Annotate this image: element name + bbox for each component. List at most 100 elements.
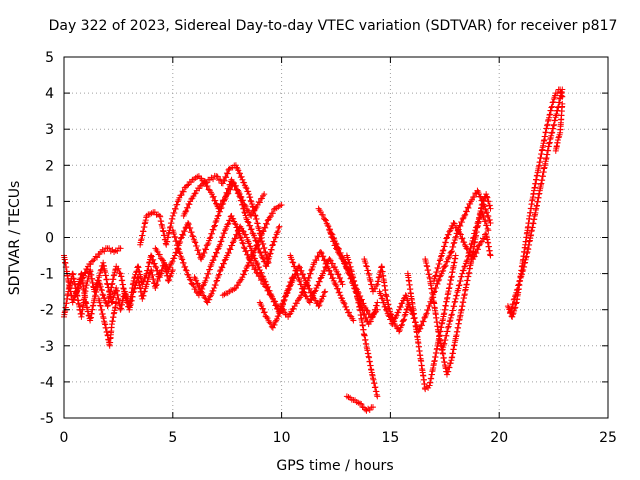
data-point bbox=[508, 304, 515, 311]
data-point bbox=[450, 240, 457, 247]
data-point bbox=[263, 221, 270, 228]
data-point bbox=[418, 322, 425, 329]
data-point bbox=[214, 215, 221, 222]
data-point bbox=[301, 289, 308, 296]
data-point bbox=[153, 281, 160, 288]
data-point bbox=[436, 257, 443, 264]
data-point bbox=[459, 215, 466, 222]
data-point bbox=[266, 250, 273, 257]
data-point bbox=[215, 272, 222, 279]
data-point bbox=[446, 321, 453, 328]
data-point bbox=[464, 204, 471, 211]
data-point bbox=[466, 249, 473, 256]
data-point bbox=[240, 228, 247, 235]
data-point bbox=[307, 270, 314, 277]
data-point bbox=[87, 261, 94, 268]
data-point bbox=[442, 239, 449, 246]
data-point bbox=[263, 253, 270, 260]
data-point bbox=[245, 191, 252, 198]
data-point bbox=[284, 289, 291, 296]
data-point bbox=[174, 201, 181, 208]
data-point bbox=[116, 269, 123, 276]
data-point bbox=[251, 207, 258, 214]
data-point bbox=[452, 295, 459, 302]
data-point bbox=[485, 227, 492, 234]
data-point bbox=[220, 200, 227, 207]
data-point bbox=[457, 223, 464, 230]
data-point bbox=[383, 307, 390, 314]
data-point bbox=[98, 286, 105, 293]
data-point bbox=[232, 221, 239, 228]
data-point bbox=[199, 289, 206, 296]
data-point bbox=[512, 293, 519, 300]
data-point bbox=[420, 318, 427, 325]
data-point bbox=[432, 272, 439, 279]
data-point bbox=[458, 273, 465, 280]
data-point bbox=[462, 263, 469, 270]
data-point bbox=[251, 234, 258, 241]
y-tick-label: 2 bbox=[45, 158, 54, 174]
data-point bbox=[286, 285, 293, 292]
data-point bbox=[198, 288, 205, 295]
data-point bbox=[316, 278, 323, 285]
data-point bbox=[452, 298, 459, 305]
data-point bbox=[487, 220, 494, 227]
data-point bbox=[213, 250, 220, 257]
y-tick-label: -1 bbox=[40, 267, 54, 283]
data-point bbox=[402, 309, 409, 316]
data-point bbox=[266, 287, 273, 294]
data-point bbox=[185, 221, 192, 228]
data-point bbox=[511, 305, 518, 312]
data-point bbox=[211, 222, 218, 229]
data-point bbox=[182, 263, 189, 270]
data-point bbox=[181, 228, 188, 235]
data-point bbox=[380, 299, 387, 306]
data-point bbox=[483, 193, 490, 200]
data-point bbox=[174, 241, 181, 248]
data-point bbox=[233, 186, 240, 193]
data-point bbox=[216, 271, 223, 278]
data-point bbox=[398, 322, 405, 329]
data-point bbox=[396, 328, 403, 335]
data-point bbox=[555, 134, 562, 141]
data-point bbox=[462, 211, 469, 218]
data-point bbox=[180, 232, 187, 239]
data-point bbox=[340, 256, 347, 263]
x-tick-label: 5 bbox=[168, 430, 177, 446]
data-point bbox=[374, 299, 381, 306]
data-point bbox=[218, 264, 225, 271]
data-point bbox=[379, 295, 386, 302]
data-point bbox=[325, 223, 332, 230]
data-point bbox=[184, 182, 191, 189]
data-point bbox=[261, 191, 268, 198]
data-point bbox=[438, 253, 445, 260]
data-point bbox=[336, 289, 343, 296]
data-point bbox=[271, 321, 278, 328]
data-point bbox=[192, 239, 199, 246]
data-point bbox=[177, 250, 184, 257]
data-point bbox=[442, 336, 449, 343]
data-point bbox=[377, 292, 384, 299]
data-point bbox=[395, 309, 402, 316]
y-tick-label: -2 bbox=[40, 303, 54, 319]
data-point bbox=[230, 215, 237, 222]
data-point bbox=[189, 281, 196, 288]
data-point bbox=[215, 212, 222, 219]
data-point bbox=[275, 313, 282, 320]
data-point bbox=[247, 197, 254, 204]
data-point bbox=[210, 226, 217, 233]
data-point bbox=[443, 332, 450, 339]
data-point bbox=[339, 281, 346, 288]
axis-ticks: 0 5 10 15 20 25 -5 -4 -3 -2 -1 0 1 2 3 4 5 bbox=[40, 50, 617, 446]
data-point bbox=[173, 237, 180, 244]
data-point bbox=[511, 295, 518, 302]
data-point bbox=[96, 272, 103, 279]
data-point bbox=[152, 263, 159, 270]
data-point bbox=[401, 316, 408, 323]
data-point bbox=[280, 298, 287, 305]
data-point bbox=[428, 298, 435, 305]
data-point bbox=[464, 246, 471, 253]
data-point bbox=[331, 263, 338, 270]
data-point bbox=[446, 318, 453, 325]
data-point bbox=[340, 299, 347, 306]
